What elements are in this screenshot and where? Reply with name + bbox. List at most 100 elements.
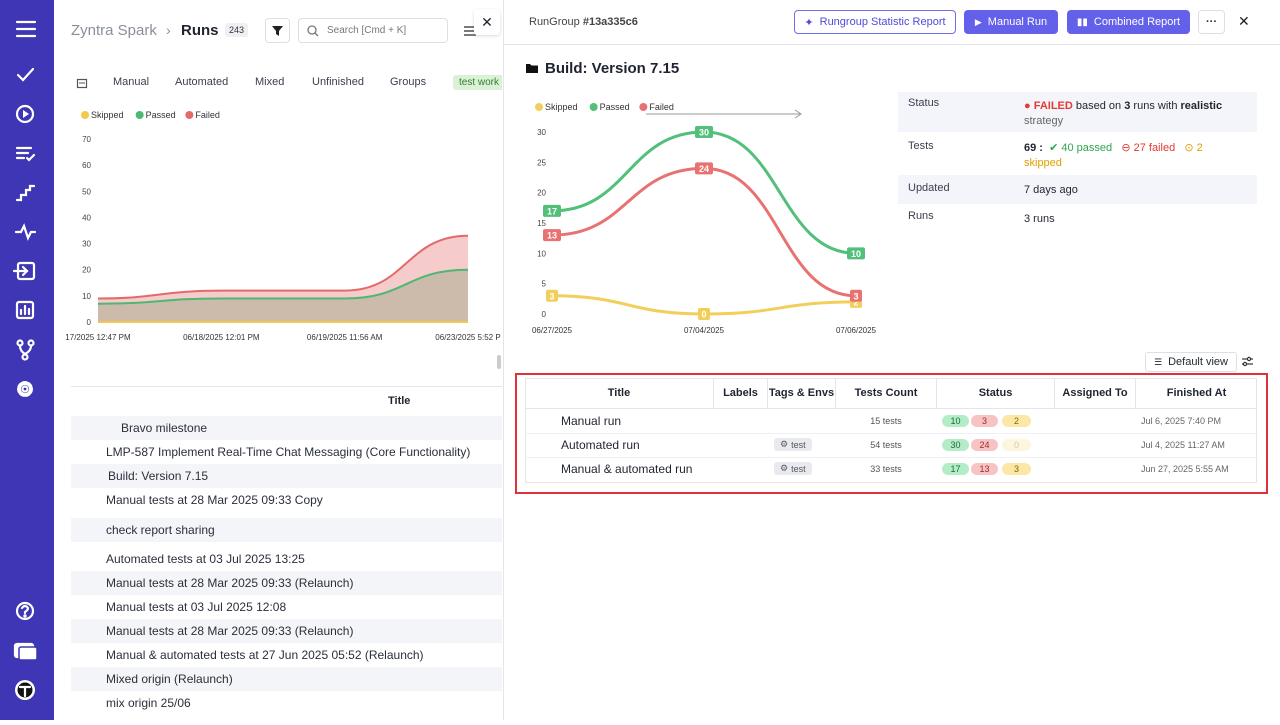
import-icon[interactable] (12, 261, 36, 281)
tag-label: test (791, 439, 806, 450)
close-button[interactable]: ✕ (474, 9, 500, 35)
run-title[interactable]: Bravo milestone (121, 421, 208, 435)
view-button[interactable]: ☰ Default view (1145, 352, 1237, 372)
list-icon: ☰ (1154, 356, 1163, 367)
row-bg (71, 571, 502, 595)
settings-icon[interactable] (17, 381, 33, 397)
help-icon[interactable] (15, 601, 35, 621)
status-value: ● FAILED based on 3 runs with realistic … (1024, 99, 1249, 129)
data-label-bg (698, 308, 710, 320)
data-label-bg (546, 289, 558, 302)
project-name[interactable]: Zyntra Spark (71, 22, 157, 39)
data-label: 30 (699, 128, 709, 138)
close-panel-button[interactable]: ✕ (1238, 13, 1250, 29)
filter-icon (272, 26, 283, 36)
filter-button[interactable] (265, 18, 290, 43)
run-title[interactable]: Build: Version 7.15 (108, 469, 209, 483)
analytics-icon[interactable] (15, 300, 35, 320)
pulse-icon[interactable] (14, 223, 37, 241)
projects-icon[interactable] (13, 642, 38, 661)
tab[interactable]: Automated (175, 76, 229, 88)
run-title[interactable]: check report sharing (106, 523, 215, 537)
tab[interactable]: Unfinished (312, 76, 364, 88)
data-label: 10 (851, 249, 861, 259)
more-button[interactable]: ··· (1198, 10, 1225, 34)
column-header: Assigned To (1055, 378, 1136, 408)
data-label: 13 (547, 231, 557, 241)
user-avatar[interactable] (15, 680, 35, 700)
run-title[interactable]: LMP-587 Implement Real-Time Chat Messagi… (106, 445, 471, 459)
combined-report-button[interactable]: ▮▮ Combined Report (1067, 10, 1190, 34)
run-group-id: RunGroup #13a335c6 (529, 16, 638, 28)
manual-run-button[interactable]: ▶ Manual Run (964, 10, 1058, 34)
tab[interactable]: Manual (113, 76, 150, 88)
column-header: Status (937, 378, 1055, 408)
tab[interactable]: Mixed (255, 76, 285, 88)
tab[interactable]: Groups (390, 76, 427, 88)
play-icon: ▶ (974, 16, 982, 27)
legend-swatch (639, 103, 648, 111)
run-title[interactable]: Manual tests at 28 Mar 2025 09:33 (Relau… (106, 624, 354, 638)
finished-at: Jul 4, 2025 11:27 AM (1141, 440, 1225, 450)
steps-icon[interactable] (15, 184, 36, 202)
view-settings[interactable] (1241, 355, 1254, 368)
page-title: Runs (181, 22, 219, 39)
status-pill: 17 (942, 463, 969, 475)
tests-value: 69 : ✔ 40 passed ⊖ 27 failed ⊙ 2 skipped (1024, 141, 1214, 171)
search-box[interactable]: Search [Cmd + K] (298, 18, 448, 43)
skipped-icon: ⊙ (1184, 142, 1194, 154)
row-divider (525, 433, 1257, 434)
resize-handle[interactable] (497, 355, 501, 369)
legend-arrow (646, 109, 802, 119)
run-title[interactable]: Manual run (561, 414, 622, 428)
status-result: FAILED (1033, 100, 1073, 112)
run-title[interactable]: Manual tests at 28 Mar 2025 09:33 Copy (106, 493, 323, 507)
search-placeholder: Search [Cmd + K] (327, 25, 407, 36)
legend-label: Skipped (91, 110, 124, 120)
runs-icon[interactable] (15, 104, 35, 124)
run-title[interactable]: Manual & automated tests at 27 Jun 2025 … (106, 648, 424, 662)
statistic-report-button[interactable]: ✦ Rungroup Statistic Report (794, 10, 956, 34)
y-tick-label: 0 (87, 318, 92, 327)
gear-icon: ⚙ (780, 463, 789, 473)
runs-count: 243 (225, 23, 249, 37)
legend-swatch (81, 111, 89, 119)
data-label: 17 (547, 206, 557, 216)
status-pill: 3 (971, 415, 998, 427)
y-tick-label: 60 (82, 161, 91, 170)
column-header: Tags & Envs (768, 378, 836, 408)
data-label: 2 (853, 297, 858, 307)
x-tick-label: 06/27/2025 (532, 326, 573, 335)
run-title[interactable]: Manual tests at 28 Mar 2025 09:33 (Relau… (106, 576, 354, 590)
plans-icon[interactable] (15, 146, 36, 162)
run-title[interactable]: Manual & automated run (561, 462, 693, 476)
tests-count: 15 tests (870, 416, 902, 426)
run-title[interactable]: Manual tests at 03 Jul 2025 12:08 (106, 600, 287, 614)
tests-failed: 27 failed (1133, 142, 1176, 154)
tests-count: 33 tests (870, 464, 902, 474)
run-group-label: RunGroup (529, 16, 580, 28)
runs-value: 3 runs (1024, 213, 1055, 225)
run-title[interactable]: mix origin 25/06 (106, 696, 191, 710)
data-label: 0 (701, 310, 706, 320)
branches-icon[interactable] (16, 339, 35, 361)
legend-swatch (535, 103, 543, 111)
run-title[interactable]: Automated run (561, 438, 640, 452)
data-label-bg (847, 247, 865, 260)
run-title[interactable]: Mixed origin (Relaunch) (106, 672, 233, 686)
tests-skipped: 2 skipped (1024, 142, 1203, 169)
y-tick-label: 70 (82, 135, 91, 144)
run-title[interactable]: Automated tests at 03 Jul 2025 13:25 (106, 552, 305, 566)
tests-icon[interactable] (16, 67, 35, 82)
button-label: Rungroup Statistic Report (819, 16, 946, 28)
x-tick-label: 06/19/2025 11:56 AM (307, 333, 383, 342)
updated-value: 7 days ago (1024, 184, 1078, 196)
column-header: Title (525, 378, 714, 408)
x-tick-label: 06/23/2025 5:52 P (435, 333, 500, 342)
menu-icon[interactable] (15, 20, 37, 38)
legend-swatch (135, 111, 144, 119)
row-bg (71, 667, 502, 691)
status-text: strategy (1024, 115, 1064, 127)
legend-label: Failed (195, 110, 220, 120)
tag-filter[interactable]: test work (453, 75, 502, 90)
